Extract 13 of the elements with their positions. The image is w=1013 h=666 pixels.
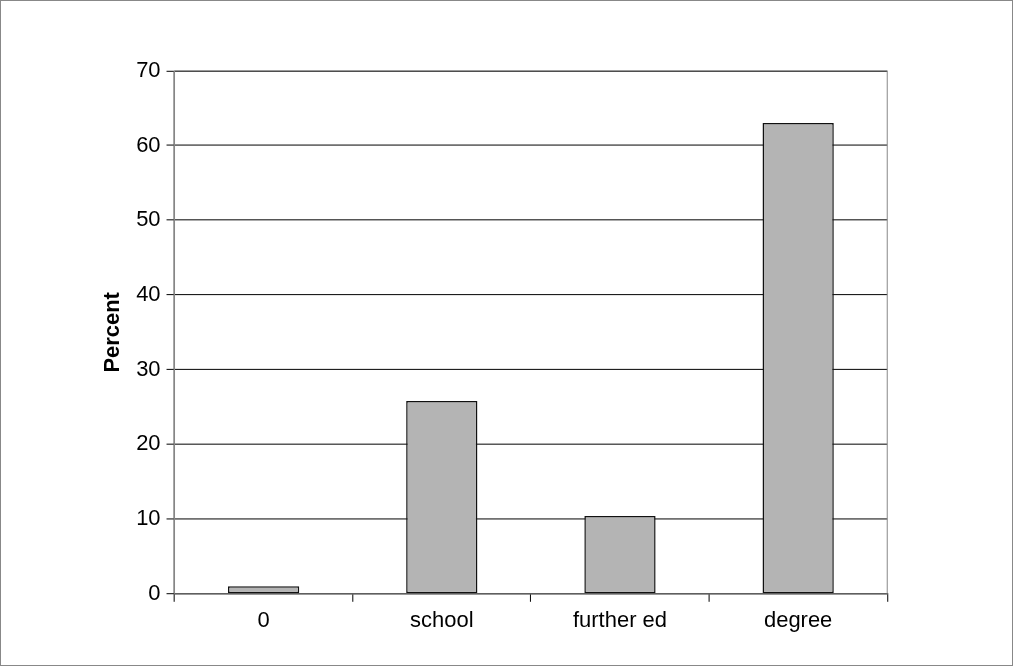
y-tick-label: 70 bbox=[136, 56, 161, 82]
x-tick-label: further ed bbox=[573, 606, 667, 632]
y-tick-label: 20 bbox=[136, 430, 161, 456]
y-tick-label: 40 bbox=[136, 281, 161, 306]
y-tick-label: 60 bbox=[136, 131, 161, 157]
x-tick-label: 0 bbox=[257, 606, 270, 632]
y-tick-label: 10 bbox=[136, 505, 161, 531]
y-tick-label: 50 bbox=[136, 206, 161, 232]
x-tick-label: school bbox=[410, 606, 474, 632]
x-tick-label: degree bbox=[763, 606, 833, 632]
y-tick-label: 0 bbox=[148, 579, 161, 605]
y-tick-label: 30 bbox=[136, 355, 161, 381]
y-axis-title: Percent bbox=[99, 291, 125, 373]
